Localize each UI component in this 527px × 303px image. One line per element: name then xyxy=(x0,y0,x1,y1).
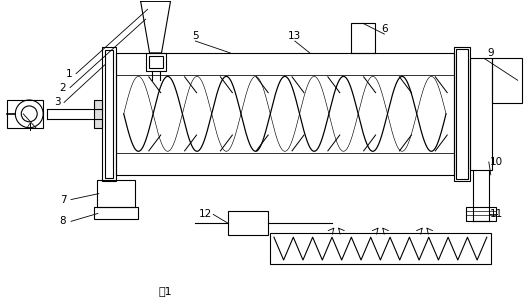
Text: 13: 13 xyxy=(288,31,301,41)
Text: 3: 3 xyxy=(54,98,61,108)
Bar xyxy=(7,100,43,128)
Bar xyxy=(102,47,116,181)
Bar xyxy=(228,211,268,235)
Text: 1: 1 xyxy=(66,69,72,79)
Bar xyxy=(466,208,496,221)
Text: 11: 11 xyxy=(490,209,503,219)
Text: 5: 5 xyxy=(192,31,199,41)
Text: 4: 4 xyxy=(26,123,33,133)
Bar xyxy=(270,233,491,264)
Bar xyxy=(492,58,522,103)
Bar xyxy=(116,53,454,175)
Text: 2: 2 xyxy=(60,83,66,93)
Bar xyxy=(94,208,138,219)
Bar xyxy=(470,58,492,170)
Bar xyxy=(456,49,468,179)
Text: 6: 6 xyxy=(381,24,388,34)
Bar xyxy=(94,100,102,128)
Bar xyxy=(105,50,113,178)
Text: 7: 7 xyxy=(60,195,66,205)
Text: 9: 9 xyxy=(487,48,494,58)
Text: 图1: 图1 xyxy=(159,286,172,296)
Bar xyxy=(351,23,375,53)
Text: 8: 8 xyxy=(60,216,66,226)
Bar xyxy=(145,53,165,71)
Text: 10: 10 xyxy=(490,157,503,167)
Bar xyxy=(149,56,162,68)
Bar xyxy=(97,180,135,208)
Text: 12: 12 xyxy=(199,209,212,219)
Bar xyxy=(454,47,470,181)
